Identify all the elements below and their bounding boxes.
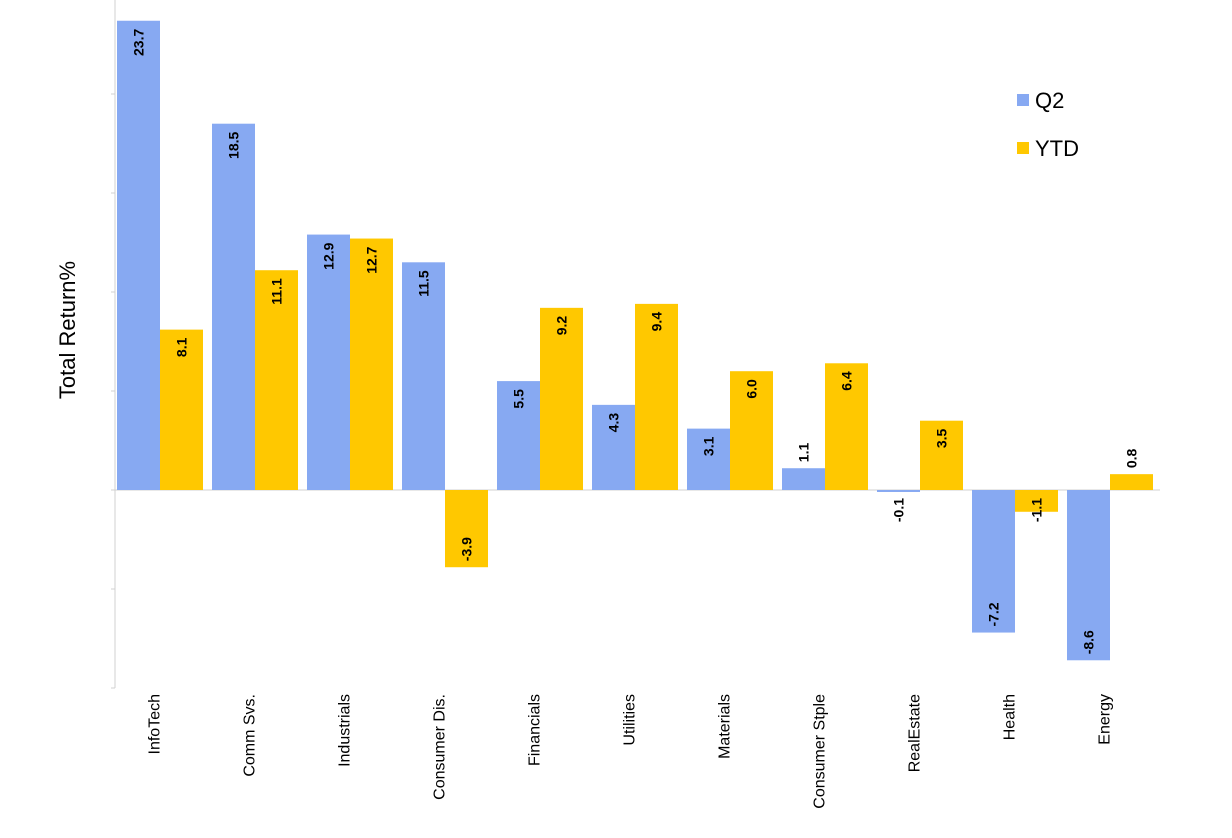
value-label: 18.5	[226, 131, 242, 158]
value-label: 6.4	[839, 371, 855, 391]
value-label: 11.5	[416, 270, 432, 297]
value-label: -8.6	[1081, 630, 1097, 654]
category-labels: InfoTech Comm Svs. Industrials Consumer Dis…	[147, 694, 1114, 809]
bar-q2-utilities	[592, 404, 635, 490]
category-label: RealEstate	[907, 694, 924, 772]
bar-q2-consumer-dis-	[402, 262, 445, 490]
value-labels: 23.7 8.1 18.5 11.1 12.9 12.7 11.5 -3.9 5.5 9.2 4.3…	[131, 29, 1140, 655]
bar-ytd-realestate	[920, 420, 963, 490]
value-label: 4.3	[606, 413, 622, 433]
bar-q2-infotech	[117, 20, 160, 491]
category-label: Utilities	[622, 694, 639, 746]
value-label: 3.5	[934, 428, 950, 448]
category-label: Financials	[527, 694, 544, 766]
value-label: -3.9	[459, 537, 475, 561]
category-label: Consumer Dis.	[432, 694, 449, 800]
legend-swatch-q2	[1017, 94, 1029, 106]
category-label: Health	[1002, 694, 1019, 740]
value-label: -0.1	[891, 498, 907, 522]
value-label: 9.4	[649, 312, 665, 332]
category-label: Energy	[1097, 694, 1114, 745]
legend-swatch-ytd	[1017, 142, 1029, 154]
legend-label-ytd: YTD	[1035, 136, 1079, 161]
category-label: Comm Svs.	[242, 694, 259, 777]
value-label: 9.2	[554, 316, 570, 336]
value-label: -1.1	[1029, 498, 1045, 522]
value-label: 0.8	[1124, 448, 1140, 468]
bar-q2-health	[972, 490, 1015, 633]
bar-ytd-consumer-dis-	[445, 490, 488, 568]
bar-q2-materials	[687, 428, 730, 490]
value-label: 11.1	[269, 278, 285, 305]
y-axis-label: Total Return%	[55, 261, 80, 399]
bar-ytd-health	[1015, 490, 1058, 512]
value-label: 23.7	[131, 29, 147, 56]
legend-label-q2: Q2	[1035, 88, 1064, 113]
category-label: Industrials	[337, 694, 354, 767]
value-label: 12.7	[364, 246, 380, 273]
bar-ytd-materials	[730, 371, 773, 490]
bar-q2-financials	[497, 381, 540, 490]
value-label: 8.1	[174, 337, 190, 357]
value-label: 1.1	[796, 443, 812, 463]
bar-ytd-financials	[540, 307, 583, 490]
value-label: 6.0	[744, 379, 760, 399]
bar-ytd-utilities	[635, 303, 678, 490]
bar-ytd-infotech	[160, 329, 203, 490]
bar-q2-realestate	[877, 490, 920, 492]
bar-ytd-consumer-stple	[825, 363, 868, 490]
value-label: 12.9	[321, 242, 337, 269]
bar-q2-comm-svs-	[212, 123, 255, 490]
legend: Q2 YTD	[1017, 88, 1079, 161]
category-label: InfoTech	[147, 694, 164, 754]
bar-ytd-comm-svs-	[255, 270, 298, 490]
category-label: Materials	[717, 694, 734, 759]
bar-q2-energy	[1067, 490, 1110, 661]
bar-ytd-energy	[1110, 474, 1153, 490]
bar-ytd-industrials	[350, 238, 393, 490]
value-label: 5.5	[511, 389, 527, 409]
value-label: -7.2	[986, 602, 1002, 626]
category-label: Consumer Stple	[812, 694, 829, 809]
bar-q2-industrials	[307, 234, 350, 490]
value-label: 3.1	[701, 436, 717, 456]
bar-q2-consumer-stple	[782, 468, 825, 490]
bars	[117, 20, 1153, 661]
